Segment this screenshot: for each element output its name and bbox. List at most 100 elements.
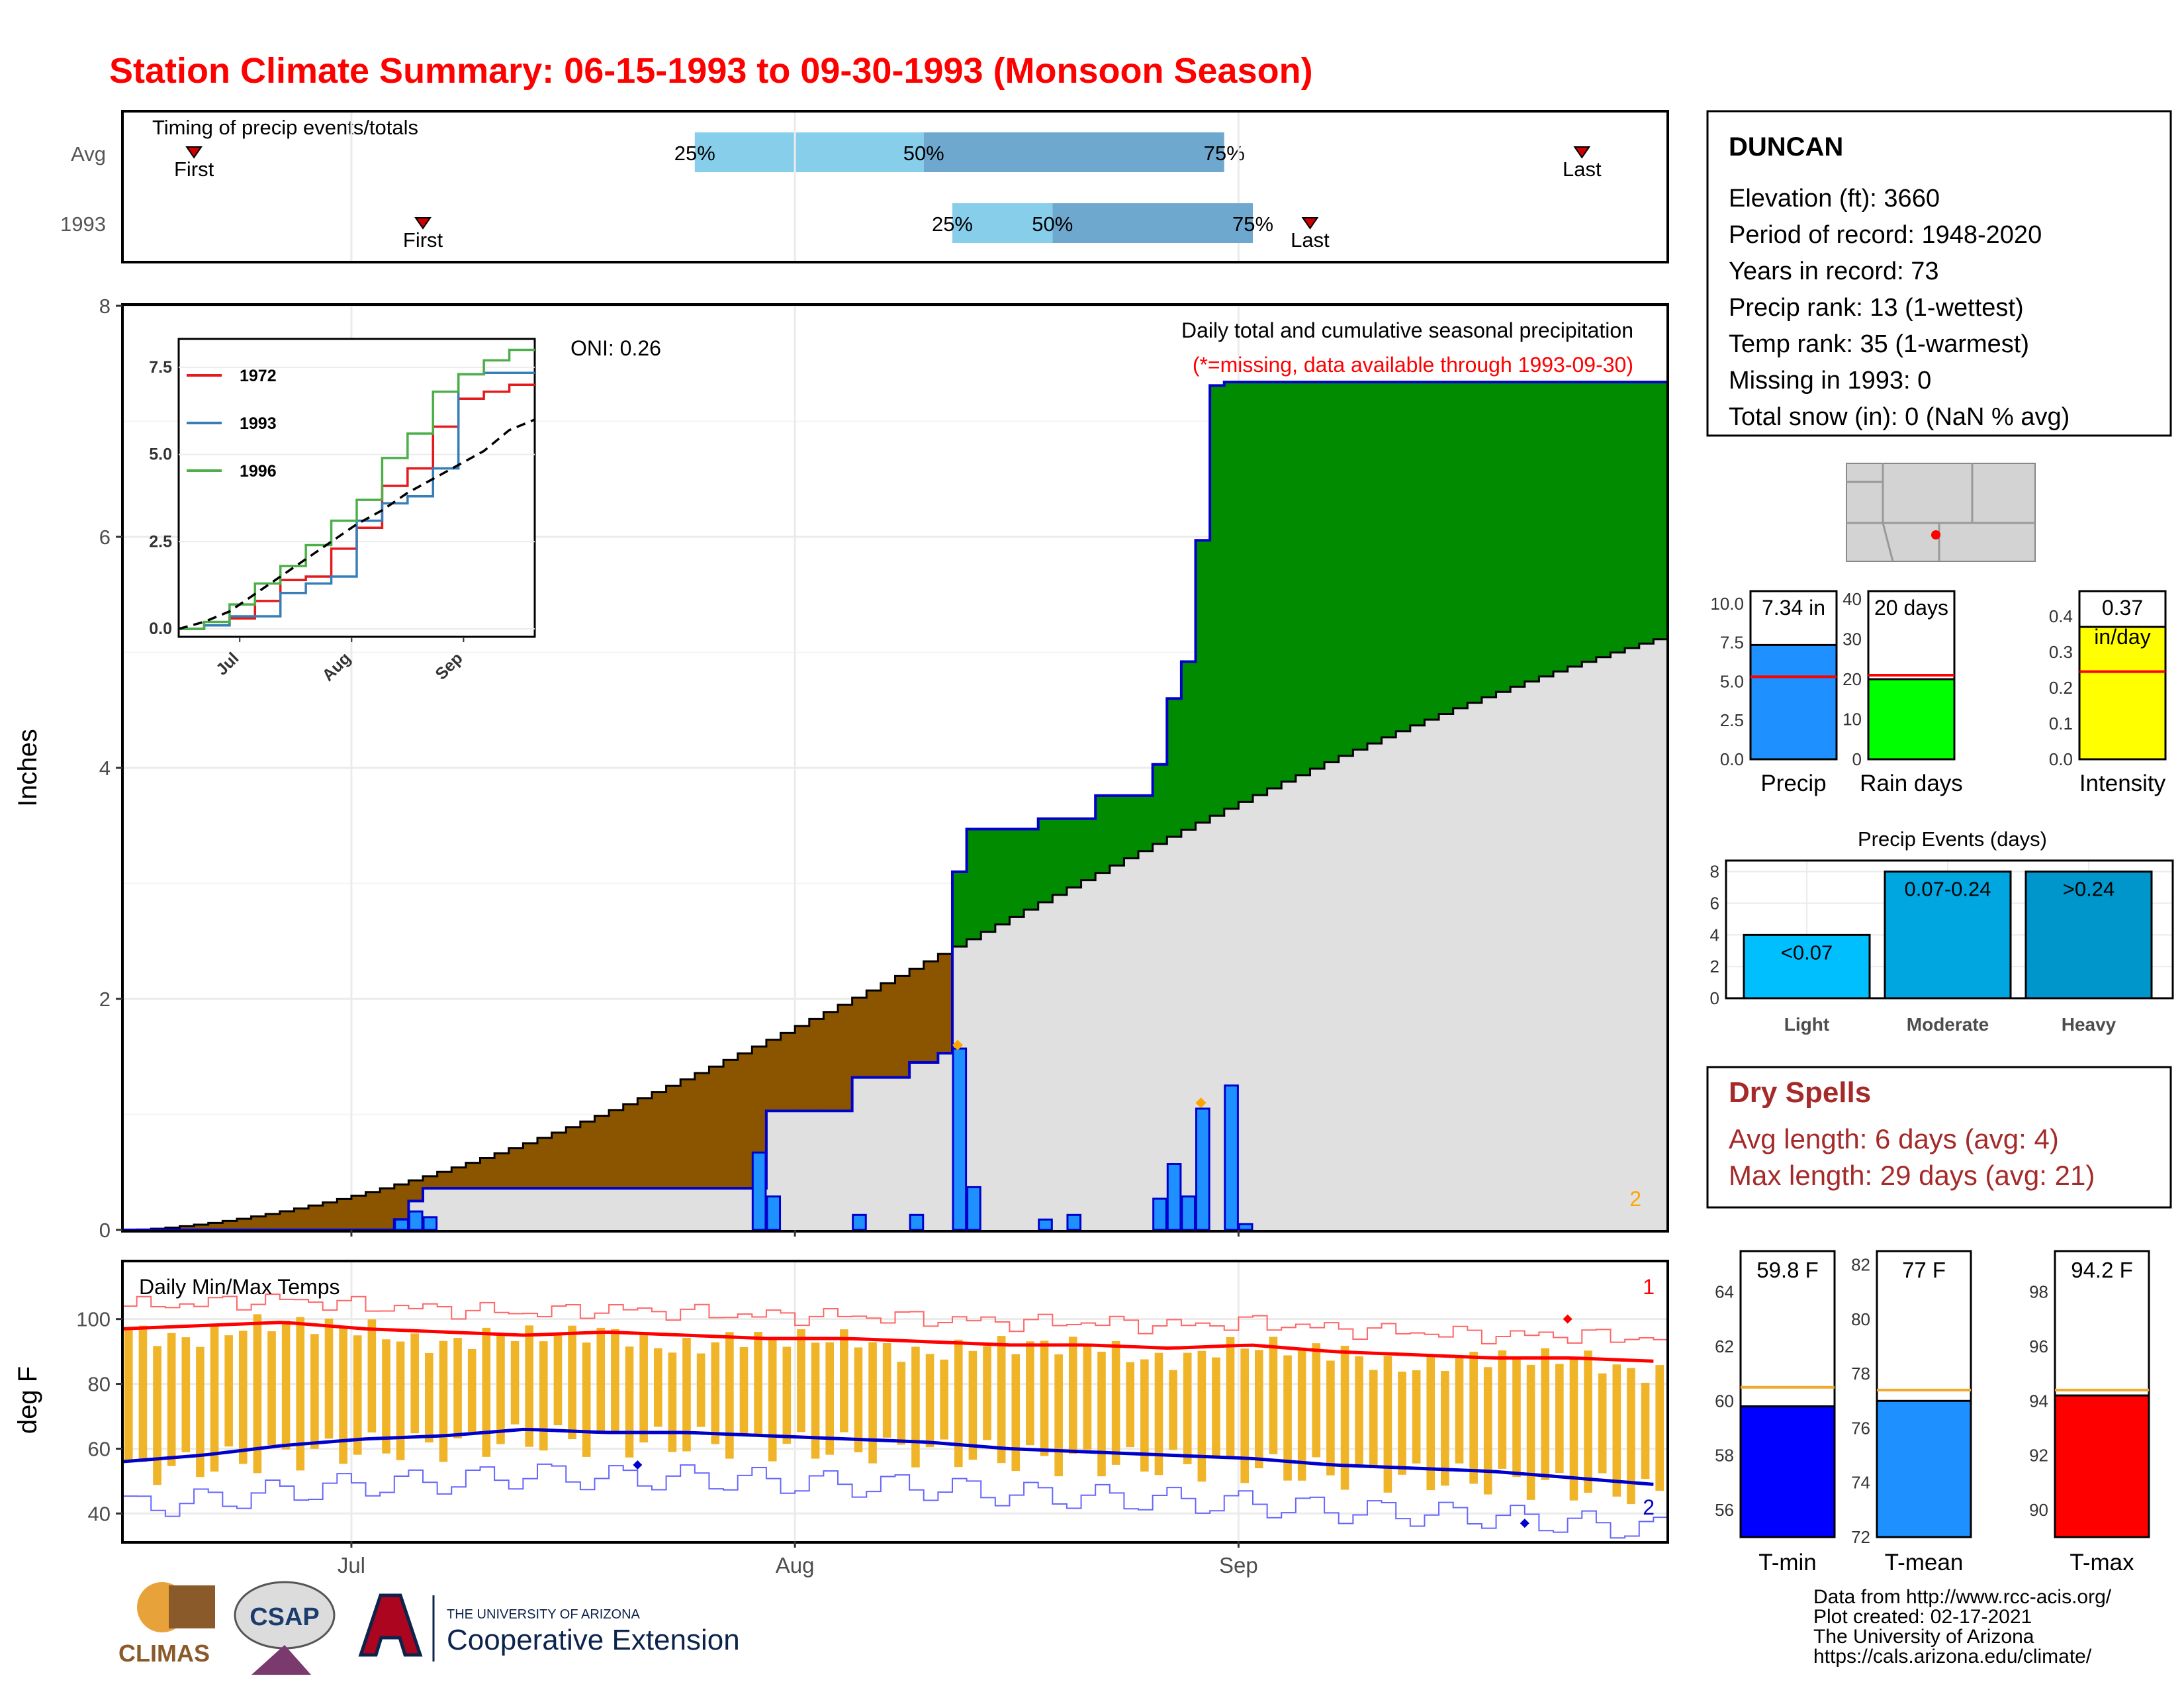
daily-precip-bar [909,1213,925,1231]
temp-bar-label: T-max [2070,1550,2134,1575]
temp-bar-y-tick: 64 [1715,1282,1734,1302]
cumulative-difference-segment [823,1011,839,1111]
events-bar-heavy [2025,870,2153,1000]
temp-bar-y-tick: 78 [1851,1364,1870,1383]
cumulative-difference-segment [1295,382,1311,775]
record-low-line [122,1463,1668,1539]
cumulative-difference-segment [609,1109,624,1189]
temp-summary-bars: 59.8 F 56 58 60 62 64 T-min 77 F 72 74 76 78 80 82 T-m… [1715,1250,2150,1575]
precip-y-axis-label: Inches [13,729,42,807]
daily-temp-bar [897,1362,906,1445]
daily-precip-bar [1038,1218,1053,1231]
cumulative-difference-segment [1381,382,1396,737]
summary-bar-y-tick: 0 [1852,749,1862,769]
cumulative-difference-segment [1510,382,1525,687]
cumulative-difference-segment [1553,382,1569,672]
daily-temp-bar [1026,1341,1034,1446]
timing-panel: Timing of precip events/totals Avg 1993 … [60,110,1669,263]
daily-temp-bar [1398,1372,1406,1475]
daily-temp-bar [339,1326,347,1464]
station-location-marker [1931,530,1940,539]
temp-bar-value: 59.8 F [1756,1258,1819,1282]
timing-marker [1573,146,1591,159]
footer-url: https://cals.arizona.edu/climate/ [1813,1646,2092,1667]
precip-y-tick-label: 2 [99,988,111,1011]
summary-bar-y-tick: 5.0 [1720,671,1744,691]
timing-quantile-label: 50% [1032,212,1073,236]
cumulative-difference-segment [1410,382,1426,726]
inset-legend-label: 1996 [240,462,277,481]
daily-temp-bar [324,1318,334,1439]
daily-temp-bar [396,1341,405,1460]
daily-temp-bar [1627,1368,1635,1505]
temp-panel-frame [121,1260,1669,1544]
daily-temp-bar [1584,1350,1592,1493]
cumulative-difference-segment [537,1138,553,1189]
temp-bar-y-tick: 56 [1715,1500,1734,1520]
temp-bar-y-tick: 92 [2029,1446,2048,1466]
daily-temp-bar [1355,1356,1363,1465]
daily-temp-bar [639,1333,648,1443]
daily-temp-bar [1641,1382,1650,1479]
daily-precip-bar [1066,1213,1082,1231]
cumulative-difference-segment [437,1172,452,1189]
precip-corner-count: 2 [1629,1187,1641,1211]
temp-count-low: 2 [1643,1495,1655,1519]
daily-temp-bar [911,1346,920,1468]
temp-bar-y-tick: 94 [2029,1391,2048,1411]
daily-temp-bar [367,1319,377,1432]
daily-precip-bar [1238,1223,1253,1231]
summary-bar-value: 0.37 [2102,596,2143,620]
cumulative-difference-segment [208,1223,223,1230]
events-bar-range: <0.07 [1781,941,1833,964]
cumulative-difference-segment [880,983,896,1078]
cumulative-difference-segment [1524,382,1540,682]
cumulative-difference-segment [694,1073,710,1189]
locator-map [1846,463,2036,562]
inset-y-tick-label: 0.0 [149,620,172,638]
temp-panel-title: Daily Min/Max Temps [139,1275,340,1299]
cumulative-difference-segment [222,1221,238,1230]
temp-bar-y-tick: 58 [1715,1446,1734,1466]
cumulative-difference-segment [1467,382,1482,703]
cumulative-difference-segment [1439,382,1454,714]
events-bar-label: Heavy [2062,1014,2116,1035]
cumulative-difference-segment [265,1213,281,1230]
summary-bar-rain-days [1867,678,1956,761]
cumulative-difference-segment [279,1211,295,1230]
daily-temp-bar [1526,1364,1535,1500]
daily-temp-bar [1212,1357,1220,1458]
daily-temp-bar [1183,1352,1192,1464]
station-snow: Total snow (in): 0 (NaN % avg) [1729,403,2070,431]
summary-bar-y-tick: 30 [1843,630,1862,649]
cumulative-difference-segment [852,998,867,1078]
daily-temp-bar [1555,1364,1564,1474]
station-elevation: Elevation (ft): 3660 [1729,185,1940,212]
daily-precip-bar [422,1216,438,1231]
cumulative-difference-segment [1338,382,1353,756]
daily-temp-bar [238,1331,248,1464]
temp-record-marker [633,1460,643,1470]
cumulative-difference-segment [1024,829,1039,910]
footer: CLIMAS CSAP THE UNIVERSITY OF ARIZONA Co… [118,1581,2112,1675]
daily-temp-bar [353,1335,362,1455]
temp-bar-t-mean [1876,1399,1972,1538]
events-frame [1725,859,2174,1000]
summary-bar-intensity [2078,626,2167,761]
temp-record-marker [1520,1519,1529,1528]
cumulative-difference-segment [1181,661,1197,830]
cumulative-difference-segment [1625,382,1640,648]
csap-logo-mountain [251,1645,311,1675]
daily-temp-bar [525,1325,533,1447]
map-background [1846,463,2036,562]
inset-legend-label: 1993 [240,414,277,433]
cumulative-difference-segment [1539,382,1554,677]
station-precip-rank: Precip rank: 13 (1-wettest) [1729,294,2024,322]
dry-spells-frame [1706,1066,2172,1209]
summary-bar-y-tick: 0.2 [2049,678,2073,698]
daily-temp-bar [997,1336,1006,1464]
daily-temp-bar [1655,1365,1664,1491]
daily-temp-bar [467,1349,477,1432]
cumulative-difference-segment [1081,818,1096,880]
daily-temp-bar [682,1338,691,1452]
